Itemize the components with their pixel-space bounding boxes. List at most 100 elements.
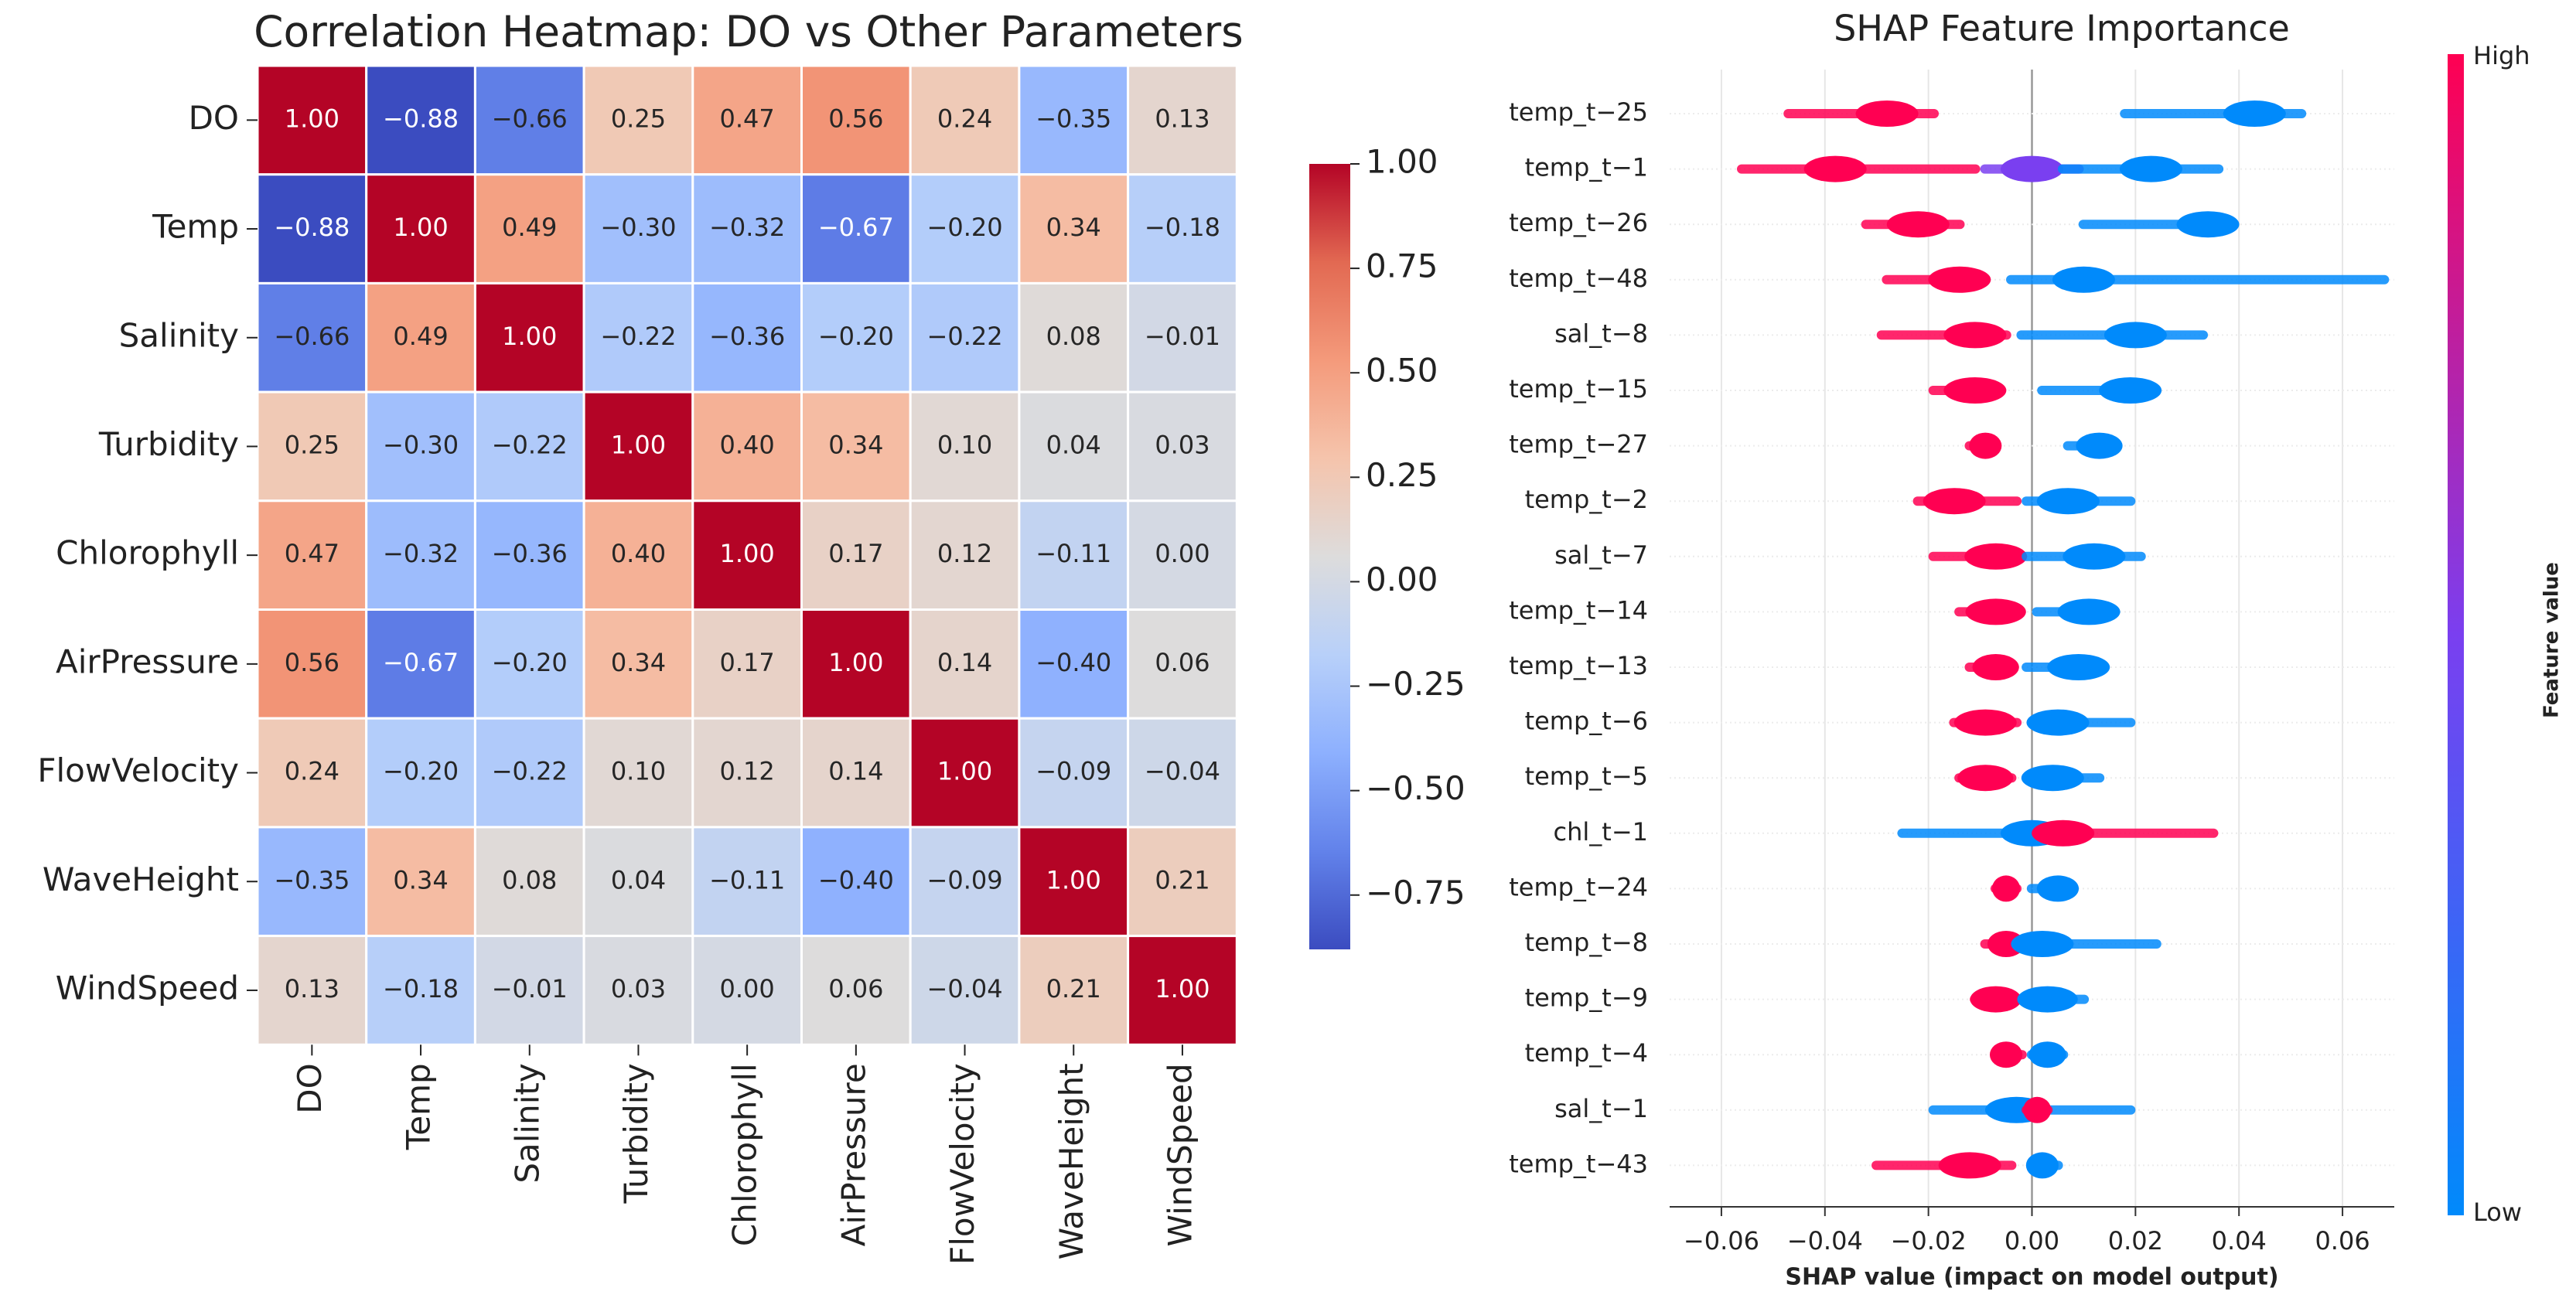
y-tick-label: temp_t−43 (1509, 1149, 1648, 1178)
cell-label: 0.00 (720, 974, 775, 1003)
heatmap-cell (256, 935, 368, 1046)
swarm-core (1972, 654, 2019, 680)
heatmap-cell (473, 281, 585, 394)
colorbar-label: Feature value (2540, 562, 2564, 718)
heatmap-cell (256, 64, 368, 176)
cell-label: −0.09 (1036, 757, 1111, 786)
y-tick-label: temp_t−15 (1509, 374, 1648, 404)
cell-label: −0.22 (600, 322, 676, 351)
x-tick-label: −0.04 (1787, 1226, 1863, 1256)
colorbar-low: Low (2473, 1198, 2522, 1227)
x-tick-label: WindSpeed (1161, 1063, 1199, 1246)
swarm-core (1923, 488, 1986, 515)
swarm-core (2103, 322, 2167, 349)
cell-label: −0.01 (492, 974, 568, 1003)
swarm-core (2057, 598, 2121, 625)
cell-label: −0.20 (492, 648, 568, 677)
heatmap-cell (800, 826, 912, 938)
swarm-core (2001, 155, 2063, 182)
cell-label: 0.13 (285, 974, 339, 1003)
swarm-core (2176, 211, 2240, 238)
cell-label: −0.20 (818, 322, 894, 351)
colorbar-tick-label: 0.50 (1366, 352, 1438, 390)
heatmap-cell (582, 608, 694, 720)
cell-label: 1.00 (393, 213, 448, 242)
heatmap-cell (1018, 64, 1130, 176)
colorbar-tick-label: −0.25 (1366, 665, 1465, 703)
heatmap-cell (473, 173, 585, 285)
cell-label: −0.20 (383, 757, 459, 786)
swarm-core (2032, 819, 2095, 847)
cell-label: 0.56 (828, 104, 883, 133)
cell-label: −0.22 (492, 430, 568, 459)
y-tick-label: sal_t−8 (1554, 319, 1648, 348)
heatmap-cell (582, 499, 694, 611)
heatmap-cell (582, 390, 694, 503)
cell-label: −0.18 (1145, 213, 1220, 242)
y-tick-label: Temp (152, 208, 239, 246)
x-tick-label: Temp (400, 1063, 438, 1150)
colorbar-tick-label: 0.00 (1366, 561, 1438, 598)
colorbar-tick-label: −0.50 (1366, 769, 1465, 807)
cell-label: −0.35 (274, 865, 350, 894)
y-tick-label: temp_t−8 (1525, 928, 1648, 957)
y-tick-label: temp_t−4 (1525, 1038, 1648, 1068)
cell-label: 0.49 (393, 322, 448, 351)
heatmap-cell (365, 281, 476, 394)
heatmap-cell (1127, 281, 1238, 394)
heatmap-cell (1127, 826, 1238, 938)
heatmap-cell (691, 826, 803, 938)
y-tick-label: AirPressure (56, 642, 239, 680)
swarm-core (1964, 543, 2028, 570)
cell-label: 0.49 (502, 213, 557, 242)
cell-label: 0.03 (1155, 430, 1210, 459)
heatmap-cell (1127, 390, 1238, 503)
heatmap-cell (365, 935, 476, 1046)
swarm-core (1953, 709, 2017, 736)
cell-label: 0.17 (828, 539, 883, 568)
cell-label: −0.11 (1036, 539, 1111, 568)
cell-label: 0.06 (1155, 648, 1210, 677)
x-tick-label: 0.00 (2005, 1226, 2059, 1256)
heatmap-cell (800, 64, 912, 176)
y-tick-label: temp_t−26 (1509, 208, 1648, 237)
cell-label: −0.88 (383, 104, 459, 133)
cell-label: −0.20 (927, 213, 1003, 242)
heatmap-cell (256, 499, 368, 611)
x-tick-label: 0.06 (2315, 1226, 2370, 1256)
cell-label: 0.04 (611, 865, 666, 894)
y-tick-label: DO (189, 99, 239, 137)
cell-label: 1.00 (1046, 865, 1101, 894)
cell-label: −0.67 (383, 648, 459, 677)
cell-label: −0.30 (383, 430, 459, 459)
cell-label: 0.06 (828, 974, 883, 1003)
heatmap-cell (256, 281, 368, 394)
y-tick-label: Turbidity (98, 425, 239, 463)
heatmap-cell (256, 826, 368, 938)
x-tick-label: −0.02 (1891, 1226, 1967, 1256)
swarm-core (2026, 709, 2090, 736)
cell-label: −0.88 (274, 213, 350, 242)
cell-label: 1.00 (502, 322, 557, 351)
y-tick-label: temp_t−14 (1509, 595, 1648, 625)
swarm-core (2036, 488, 2100, 515)
cell-label: 0.21 (1155, 865, 1210, 894)
cell-label: 0.25 (285, 430, 339, 459)
cell-label: −0.67 (818, 213, 894, 242)
colorbar-tick-label: 0.25 (1366, 456, 1438, 494)
heatmap-cell (1018, 608, 1130, 720)
cell-label: 0.56 (285, 648, 339, 677)
heatmap-cell (256, 390, 368, 503)
colorbar-tick-label: 0.75 (1366, 247, 1438, 285)
heatmap-cell (909, 935, 1021, 1046)
y-tick-label: temp_t−27 (1509, 430, 1648, 459)
cell-label: 0.12 (720, 757, 775, 786)
chart-title: SHAP Feature Importance (1834, 8, 2290, 49)
y-tick-label: temp_t−48 (1509, 264, 1648, 293)
x-tick-label: 0.04 (2212, 1226, 2267, 1256)
cell-label: 0.04 (1046, 430, 1101, 459)
cell-label: −0.04 (1145, 757, 1220, 786)
cell-label: −0.30 (600, 213, 676, 242)
cell-label: 1.00 (937, 757, 992, 786)
heatmap-cell (1127, 608, 1238, 720)
